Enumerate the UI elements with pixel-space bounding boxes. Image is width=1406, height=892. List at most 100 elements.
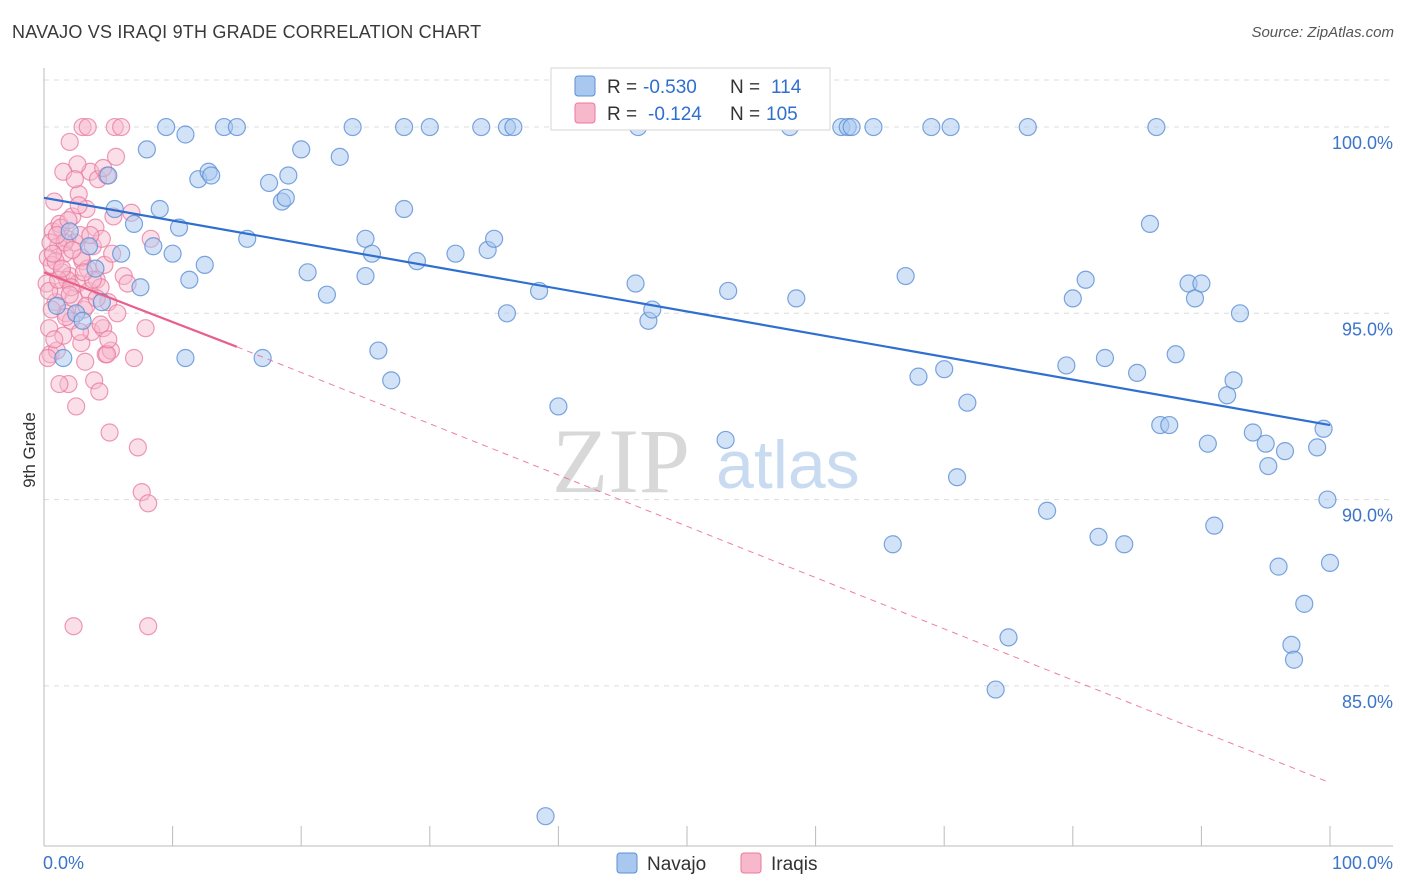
iraqi-point-63 — [136, 319, 155, 338]
iraqi-point-61 — [128, 438, 147, 457]
navajo-point-46 — [420, 117, 439, 137]
iraqi-point-41 — [90, 382, 109, 401]
iraqi-point-60 — [124, 348, 144, 368]
iraqi-point-68 — [73, 117, 92, 137]
iraqi-point-37 — [85, 371, 104, 390]
navajo-point-72 — [935, 360, 954, 379]
watermark: ZIP atlas — [552, 410, 860, 512]
navajo-point-111 — [1320, 553, 1340, 572]
navajo-point-31 — [276, 188, 295, 207]
navajo-point-63 — [787, 289, 806, 308]
iraqi-point-90 — [52, 259, 72, 278]
navajo-point-68 — [883, 535, 902, 554]
navajo-point-69 — [896, 266, 915, 286]
navajo-point-71 — [922, 117, 941, 137]
series-legend: Navajo Iraqis — [616, 852, 817, 875]
trend-lines — [43, 196, 1331, 784]
legend-iraqi-n-value: 105 — [766, 104, 798, 125]
iraqi-point-75 — [46, 252, 65, 271]
iraqi-point-54 — [106, 147, 126, 166]
navajo-point-19 — [176, 125, 195, 144]
navajo-point-13 — [137, 140, 156, 159]
iraqi-point-67 — [139, 617, 158, 636]
iraqi-point-87 — [91, 315, 110, 334]
navajo-point-33 — [292, 140, 311, 159]
navajo-point-67 — [864, 117, 883, 137]
navajo-point-48 — [472, 117, 491, 137]
navajo-point-74 — [947, 468, 967, 487]
navajo-point-12 — [131, 278, 150, 297]
legend-iraqi-r-label: R = — [607, 104, 637, 125]
bottom-legend-swatch-iraqi — [740, 852, 762, 874]
navajo-point-4 — [73, 311, 92, 330]
navajo-point-37 — [343, 117, 362, 137]
iraqi-point-92 — [60, 285, 79, 304]
iraqi-point-93 — [63, 240, 82, 260]
iraqi-point-30 — [76, 352, 95, 371]
navajo-point-77 — [999, 628, 1018, 647]
legend-navajo-r-label: R = — [607, 77, 637, 98]
iraqi-point-56 — [112, 117, 131, 137]
navajo-point-76 — [986, 680, 1005, 699]
navajo-point-53 — [504, 117, 523, 137]
navajo-point-47 — [446, 244, 465, 263]
navajo-point-85 — [1115, 535, 1134, 554]
navajo-point-105 — [1282, 635, 1301, 654]
navajo-point-107 — [1295, 594, 1314, 613]
y-tick-label-0: 100.0% — [1332, 133, 1393, 153]
iraqi-point-88 — [97, 345, 117, 364]
iraqi-point-102 — [50, 374, 69, 394]
navajo-point-81 — [1063, 289, 1082, 308]
navajo-point-22 — [195, 255, 214, 274]
y-axis-label: 9th Grade — [20, 412, 39, 488]
iraqi-trend-extension — [236, 346, 1331, 784]
bottom-legend-iraqi: Iraqis — [771, 854, 817, 875]
navajo-point-103 — [1269, 557, 1288, 576]
navajo-point-2 — [60, 222, 79, 241]
y-tick-label-1: 95.0% — [1342, 319, 1393, 339]
navajo-point-108 — [1308, 438, 1327, 457]
navajo-point-14 — [144, 237, 163, 256]
navajo-point-0 — [47, 296, 66, 315]
iraqi-point-74 — [41, 233, 60, 252]
navajo-point-42 — [382, 371, 401, 390]
navajo-point-83 — [1089, 527, 1108, 546]
watermark-atlas: atlas — [716, 427, 860, 503]
navajo-point-5 — [79, 237, 99, 256]
iraqi-point-70 — [60, 132, 79, 152]
navajo-point-88 — [1147, 117, 1166, 137]
navajo-point-90 — [1160, 415, 1179, 435]
navajo-point-99 — [1230, 304, 1250, 323]
y-tick-label-2: 90.0% — [1342, 506, 1393, 526]
source-label: Source: ZipAtlas.com — [1251, 24, 1394, 41]
navajo-point-11 — [124, 214, 144, 234]
navajo-point-84 — [1095, 348, 1115, 368]
navajo-point-60 — [716, 430, 735, 450]
iraqi-point-69 — [78, 117, 97, 137]
navajo-point-110 — [1318, 490, 1337, 509]
navajo-point-82 — [1076, 270, 1095, 289]
iraqi-point-23 — [67, 397, 86, 416]
iraqi-point-99 — [99, 330, 118, 349]
navajo-point-41 — [369, 341, 388, 360]
navajo-point-15 — [150, 199, 169, 219]
iraqi-series — [37, 117, 160, 636]
navajo-point-113 — [176, 348, 195, 368]
navajo-point-29 — [259, 173, 279, 193]
navajo-point-96 — [1205, 516, 1224, 535]
navajo-point-104 — [1275, 442, 1295, 461]
iraqi-point-0 — [37, 274, 56, 293]
navajo-point-79 — [1037, 501, 1057, 520]
navajo-point-10 — [112, 244, 131, 263]
legend-iraqi-n-label: N = — [730, 104, 760, 125]
iraqi-point-49 — [100, 423, 119, 442]
legend-swatch-iraqi — [574, 102, 596, 124]
navajo-point-75 — [958, 393, 977, 412]
navajo-point-106 — [1284, 650, 1304, 669]
legend-navajo-r-value: -0.530 — [643, 77, 697, 98]
iraqi-point-83 — [65, 170, 84, 189]
navajo-point-95 — [1198, 434, 1217, 453]
y-tick-labels: 100.0% 95.0% 90.0% 85.0% — [1332, 133, 1393, 712]
chart-title: NAVAJO VS IRAQI 9TH GRADE CORRELATION CH… — [12, 22, 482, 42]
navajo-point-17 — [163, 244, 182, 263]
